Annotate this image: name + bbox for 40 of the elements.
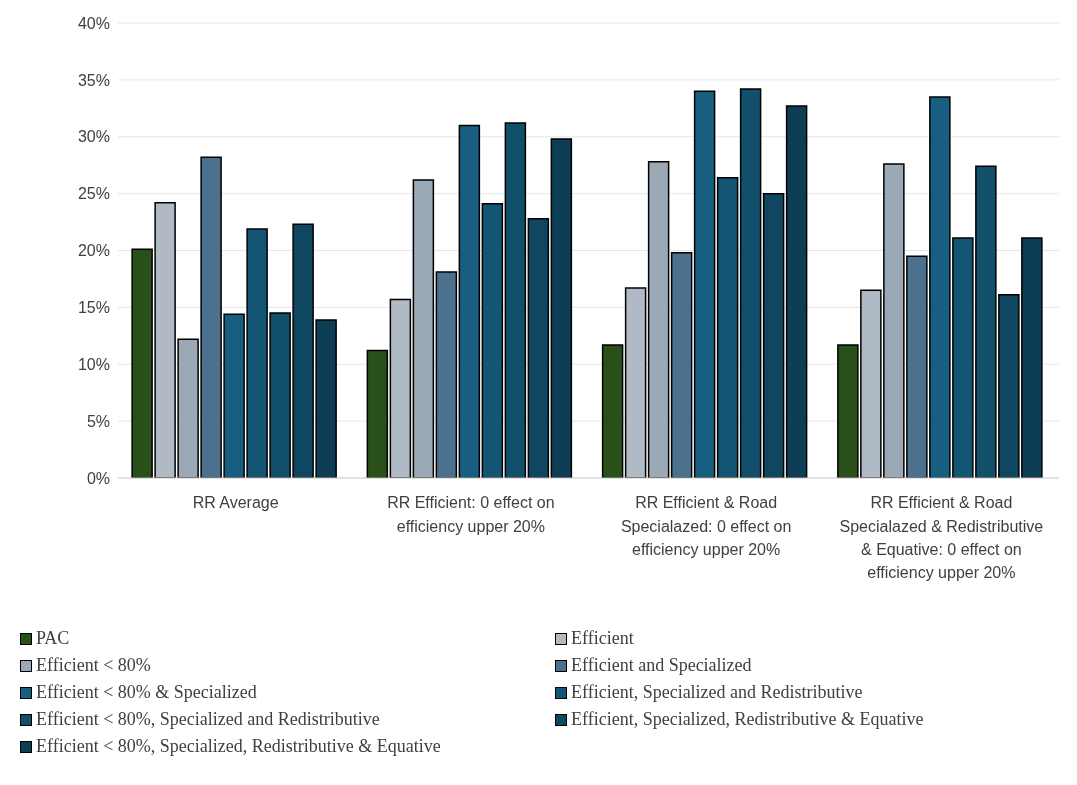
legend-label: Efficient < 80%, Specialized and Redistributive <box>36 709 380 730</box>
bar <box>693 90 716 478</box>
x-tick-label: RR Efficient: 0 effect on efficiency upper 20% <box>387 494 555 535</box>
bar <box>504 122 527 478</box>
legend-label: PAC <box>36 628 70 649</box>
y-tick-label: 40% <box>77 14 110 32</box>
legend-label: Efficient < 80% & Specialized <box>36 682 257 703</box>
bar <box>366 349 389 478</box>
bar <box>550 138 573 478</box>
legend-label: Efficient <box>571 628 634 649</box>
legend-label: Efficient, Specialized, Redistributive & Equative <box>571 709 924 730</box>
legend-label: Efficient < 80% <box>36 655 151 676</box>
y-tick-label: 10% <box>77 355 110 373</box>
bar <box>624 287 647 478</box>
y-tick-label: 25% <box>77 185 110 203</box>
y-tick-label: 20% <box>77 242 110 260</box>
bar <box>458 124 481 478</box>
legend-label: Efficient and Specialized <box>571 655 752 676</box>
bar <box>435 271 458 478</box>
y-tick-label: 15% <box>77 299 110 317</box>
bar <box>412 179 435 478</box>
bar <box>785 105 808 478</box>
bar <box>762 192 785 478</box>
legend-label: Efficient, Specialized and Redistributive <box>571 682 863 703</box>
legend-label: Efficient < 80%, Specialized, Redistributive & Equative <box>36 736 441 757</box>
y-tick-label: 0% <box>86 469 110 487</box>
bar <box>670 252 693 478</box>
x-tick-label: RR Efficient & Road Specialazed & Redistributive & Equative: 0 effect on efficiency upper 20% <box>839 494 1044 581</box>
bar <box>481 203 504 478</box>
bar <box>716 176 739 478</box>
y-tick-label: 35% <box>77 71 110 89</box>
bar <box>739 88 762 478</box>
bar <box>527 217 550 478</box>
y-tick-label: 5% <box>86 412 110 430</box>
bar <box>647 161 670 478</box>
x-tick-label: RR Efficient & Road Specialazed: 0 effect on efficiency upper 20% <box>620 494 792 558</box>
y-tick-label: 30% <box>77 128 110 146</box>
bar <box>389 298 412 478</box>
x-tick-label: RR Average <box>192 494 279 512</box>
bar <box>601 344 624 478</box>
